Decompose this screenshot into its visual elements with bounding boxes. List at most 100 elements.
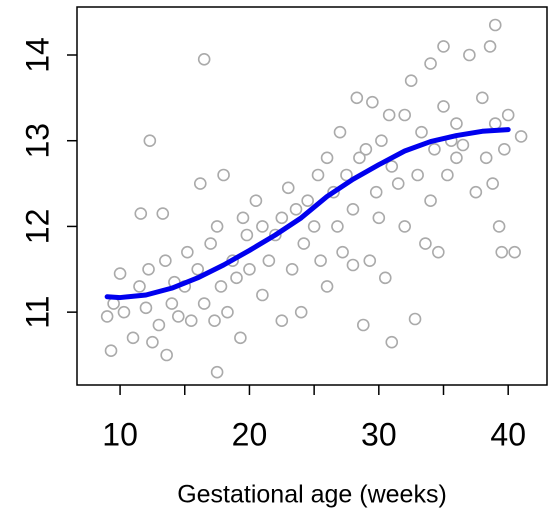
point xyxy=(441,168,454,182)
x-tick-label: 20 xyxy=(232,416,268,452)
point xyxy=(336,245,349,259)
point xyxy=(476,91,489,105)
point xyxy=(479,151,493,165)
point xyxy=(372,211,386,225)
point xyxy=(492,220,506,233)
point xyxy=(382,108,396,122)
point xyxy=(297,237,311,250)
point xyxy=(340,168,353,182)
point xyxy=(159,254,172,268)
x-tick-label: 30 xyxy=(361,416,397,452)
point xyxy=(356,318,370,332)
point xyxy=(398,220,411,233)
y-tick-label: 14 xyxy=(19,37,55,73)
point xyxy=(450,151,463,165)
point xyxy=(240,228,254,242)
point xyxy=(156,207,170,220)
point xyxy=(314,254,327,268)
point xyxy=(385,335,399,349)
point xyxy=(437,40,450,53)
point xyxy=(269,228,282,242)
point xyxy=(236,211,250,225)
plot-frame xyxy=(76,6,548,386)
point xyxy=(143,134,157,148)
point xyxy=(333,125,347,139)
point xyxy=(104,344,118,358)
point xyxy=(152,318,166,332)
point xyxy=(281,181,295,195)
point xyxy=(424,57,437,70)
point xyxy=(210,220,224,233)
point xyxy=(256,288,269,302)
point xyxy=(134,207,148,220)
point xyxy=(498,142,511,156)
point xyxy=(262,254,276,268)
point xyxy=(204,237,217,250)
point xyxy=(289,202,303,216)
point xyxy=(311,168,325,182)
point xyxy=(331,220,344,233)
point xyxy=(301,194,314,208)
point xyxy=(415,125,428,139)
point xyxy=(398,108,411,122)
point xyxy=(350,91,364,105)
y-tick-label: 13 xyxy=(19,123,55,159)
point xyxy=(378,271,392,285)
smooth-curve xyxy=(104,127,511,301)
point xyxy=(432,245,445,259)
point xyxy=(346,202,360,216)
point xyxy=(256,220,269,233)
point xyxy=(193,177,207,190)
x-tick-label: 40 xyxy=(490,416,526,452)
point xyxy=(100,310,114,323)
point xyxy=(234,331,247,345)
point xyxy=(191,262,205,276)
point xyxy=(327,185,340,199)
point xyxy=(165,297,179,310)
point xyxy=(463,48,476,62)
point xyxy=(483,40,497,53)
point xyxy=(197,297,211,310)
point xyxy=(428,142,441,156)
point xyxy=(363,254,377,268)
y-tick-label: 11 xyxy=(19,296,55,329)
point xyxy=(486,177,499,190)
point xyxy=(217,168,230,182)
point xyxy=(353,151,366,165)
point xyxy=(133,280,146,293)
point xyxy=(424,194,437,208)
point xyxy=(181,245,194,259)
point xyxy=(214,280,228,293)
point xyxy=(320,280,334,293)
point xyxy=(411,168,424,182)
x-tick-label: 10 xyxy=(102,416,138,452)
point xyxy=(456,138,470,152)
point xyxy=(126,331,140,345)
point xyxy=(404,74,418,88)
point xyxy=(408,312,422,326)
point xyxy=(369,185,383,199)
point xyxy=(320,151,334,165)
point xyxy=(488,117,502,130)
point xyxy=(366,95,379,109)
point xyxy=(197,52,211,66)
point xyxy=(171,310,185,323)
point xyxy=(184,314,198,328)
point xyxy=(221,305,234,319)
point xyxy=(437,100,450,113)
point xyxy=(243,262,256,276)
point xyxy=(142,262,155,276)
point xyxy=(346,258,360,272)
point xyxy=(385,160,399,173)
point xyxy=(146,335,159,349)
point xyxy=(294,305,308,319)
point xyxy=(113,267,127,280)
point xyxy=(275,211,289,225)
point xyxy=(359,142,373,156)
point xyxy=(375,134,388,148)
point xyxy=(275,314,289,328)
point xyxy=(450,117,463,130)
point xyxy=(139,301,153,315)
point xyxy=(230,271,243,285)
point xyxy=(419,237,432,250)
